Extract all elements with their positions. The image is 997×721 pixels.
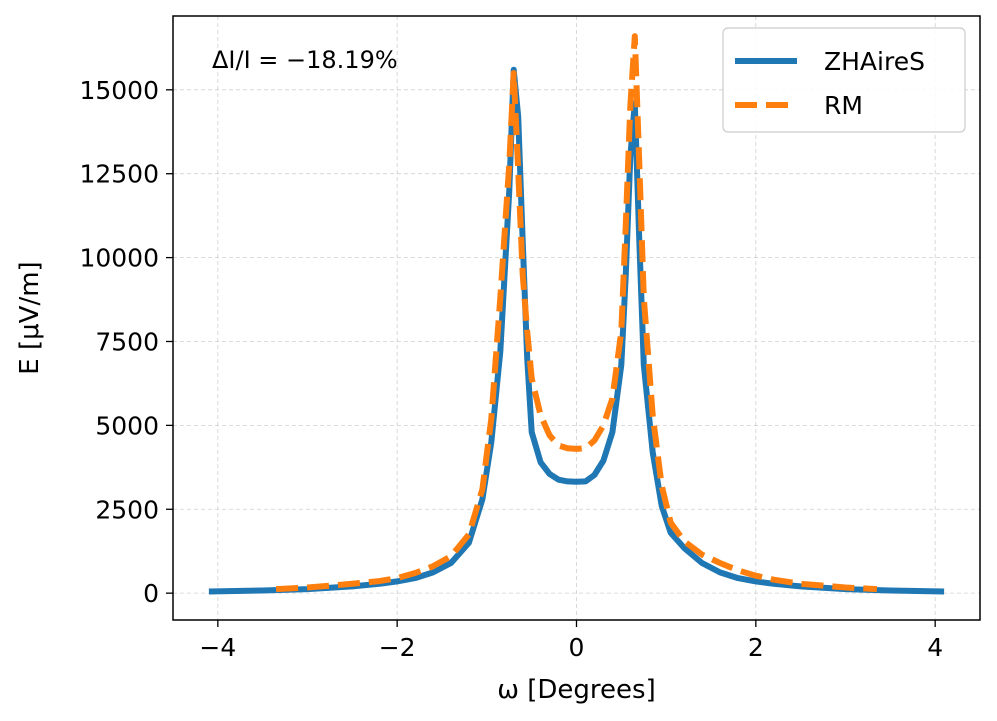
y-tick-label: 10000 [79, 244, 159, 273]
series-layer [208, 33, 945, 595]
y-tick-label: 15000 [79, 76, 159, 105]
y-tick-label: 0 [143, 579, 159, 608]
series-line-zhaires [208, 66, 945, 595]
x-tick-label: 2 [748, 633, 764, 662]
x-axis-label: ω [Degrees] [497, 675, 656, 705]
x-tick-label: 4 [927, 633, 943, 662]
x-tick-label: −2 [379, 633, 416, 662]
ticks: −4 −2 0 2 4 0 2500 5000 7500 10000 12500 15000 [79, 76, 943, 662]
legend-label-zhaires: ZHAireS [824, 47, 925, 76]
legend-label-rm: RM [824, 91, 863, 120]
y-axis-label: E [μV/m] [15, 261, 45, 374]
y-tick-label: 5000 [95, 411, 159, 440]
y-tick-label: 2500 [95, 495, 159, 524]
y-tick-label: 7500 [95, 327, 159, 356]
series-line-rm [275, 33, 878, 593]
delta-annotation: ΔI/I = −18.19% [212, 46, 398, 74]
legend: ZHAireS RM [722, 27, 966, 133]
x-tick-label: −4 [199, 633, 236, 662]
y-tick-label: 12500 [79, 160, 159, 189]
x-tick-label: 0 [569, 633, 585, 662]
